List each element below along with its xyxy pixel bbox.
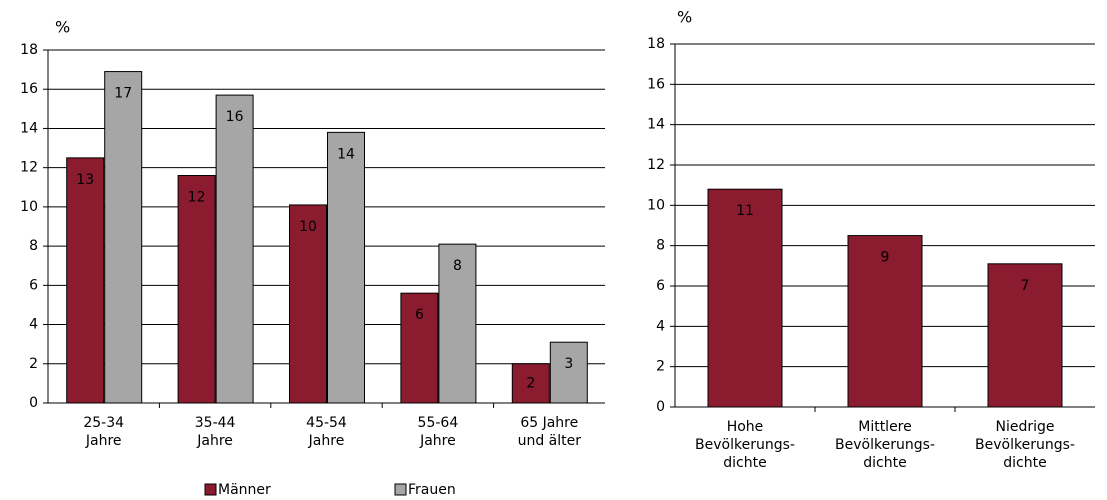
x-tick-label: Mittlere Bevölkerungs-dichte: [835, 419, 935, 471]
y-tick-label: 0: [656, 399, 665, 415]
legend-label: Frauen: [408, 482, 456, 498]
value-label: 17: [114, 86, 132, 102]
x-tick-label: Niedrige Bevölkerungs-dichte: [975, 419, 1075, 471]
value-label: 7: [1021, 278, 1030, 294]
y-tick-label: 12: [647, 157, 665, 173]
value-label: 2: [526, 375, 535, 391]
bar: [511, 363, 550, 404]
value-label: 8: [453, 258, 462, 274]
y-tick-label: 6: [656, 278, 665, 294]
value-label: 14: [337, 146, 355, 162]
y-axis-label: %: [677, 8, 692, 27]
bar: [438, 243, 477, 404]
value-label: 10: [299, 219, 317, 235]
x-tick-label: 45-54 Jahre: [306, 415, 347, 449]
y-tick-label: 4: [656, 318, 665, 334]
x-tick-label: 35-44 Jahre: [195, 415, 236, 449]
y-tick-label: 6: [29, 277, 38, 293]
x-tick-label: 55-64 Jahre: [418, 415, 459, 449]
y-tick-label: 2: [29, 356, 38, 372]
y-tick-label: 2: [656, 359, 665, 375]
legend-swatch: [204, 483, 217, 496]
value-label: 6: [415, 307, 424, 323]
legend-label: Männer: [218, 482, 271, 498]
bar: [847, 235, 923, 408]
x-tick-label: Hohe Bevölkerungs-dichte: [695, 419, 795, 471]
x-tick-label: 65 Jahre und älter: [518, 415, 582, 449]
bar: [215, 94, 254, 404]
y-tick-label: 18: [647, 36, 665, 52]
y-axis-label: %: [55, 18, 70, 37]
x-tick-label: 25-34 Jahre: [83, 415, 124, 449]
y-tick-label: 14: [20, 120, 38, 136]
bar: [707, 188, 783, 408]
bar: [400, 292, 439, 404]
y-tick-label: 0: [29, 395, 38, 411]
y-tick-label: 18: [20, 42, 38, 58]
y-tick-label: 16: [20, 81, 38, 97]
y-tick-label: 4: [29, 317, 38, 333]
bar: [549, 341, 588, 404]
y-tick-label: 14: [647, 117, 665, 133]
y-tick-label: 12: [20, 160, 38, 176]
y-tick-label: 10: [20, 199, 38, 215]
value-label: 3: [564, 356, 573, 372]
bar: [177, 175, 216, 404]
y-tick-label: 10: [647, 197, 665, 213]
bar: [104, 71, 143, 404]
value-label: 16: [226, 109, 244, 125]
bar: [66, 157, 105, 404]
y-tick-label: 8: [29, 238, 38, 254]
y-tick-label: 16: [647, 76, 665, 92]
legend-swatch: [394, 483, 407, 496]
value-label: 12: [188, 190, 206, 206]
value-label: 13: [76, 172, 94, 188]
bar: [327, 131, 365, 404]
y-tick-label: 8: [656, 238, 665, 254]
bar: [987, 263, 1063, 408]
value-label: 11: [736, 203, 754, 219]
value-label: 9: [881, 250, 890, 266]
